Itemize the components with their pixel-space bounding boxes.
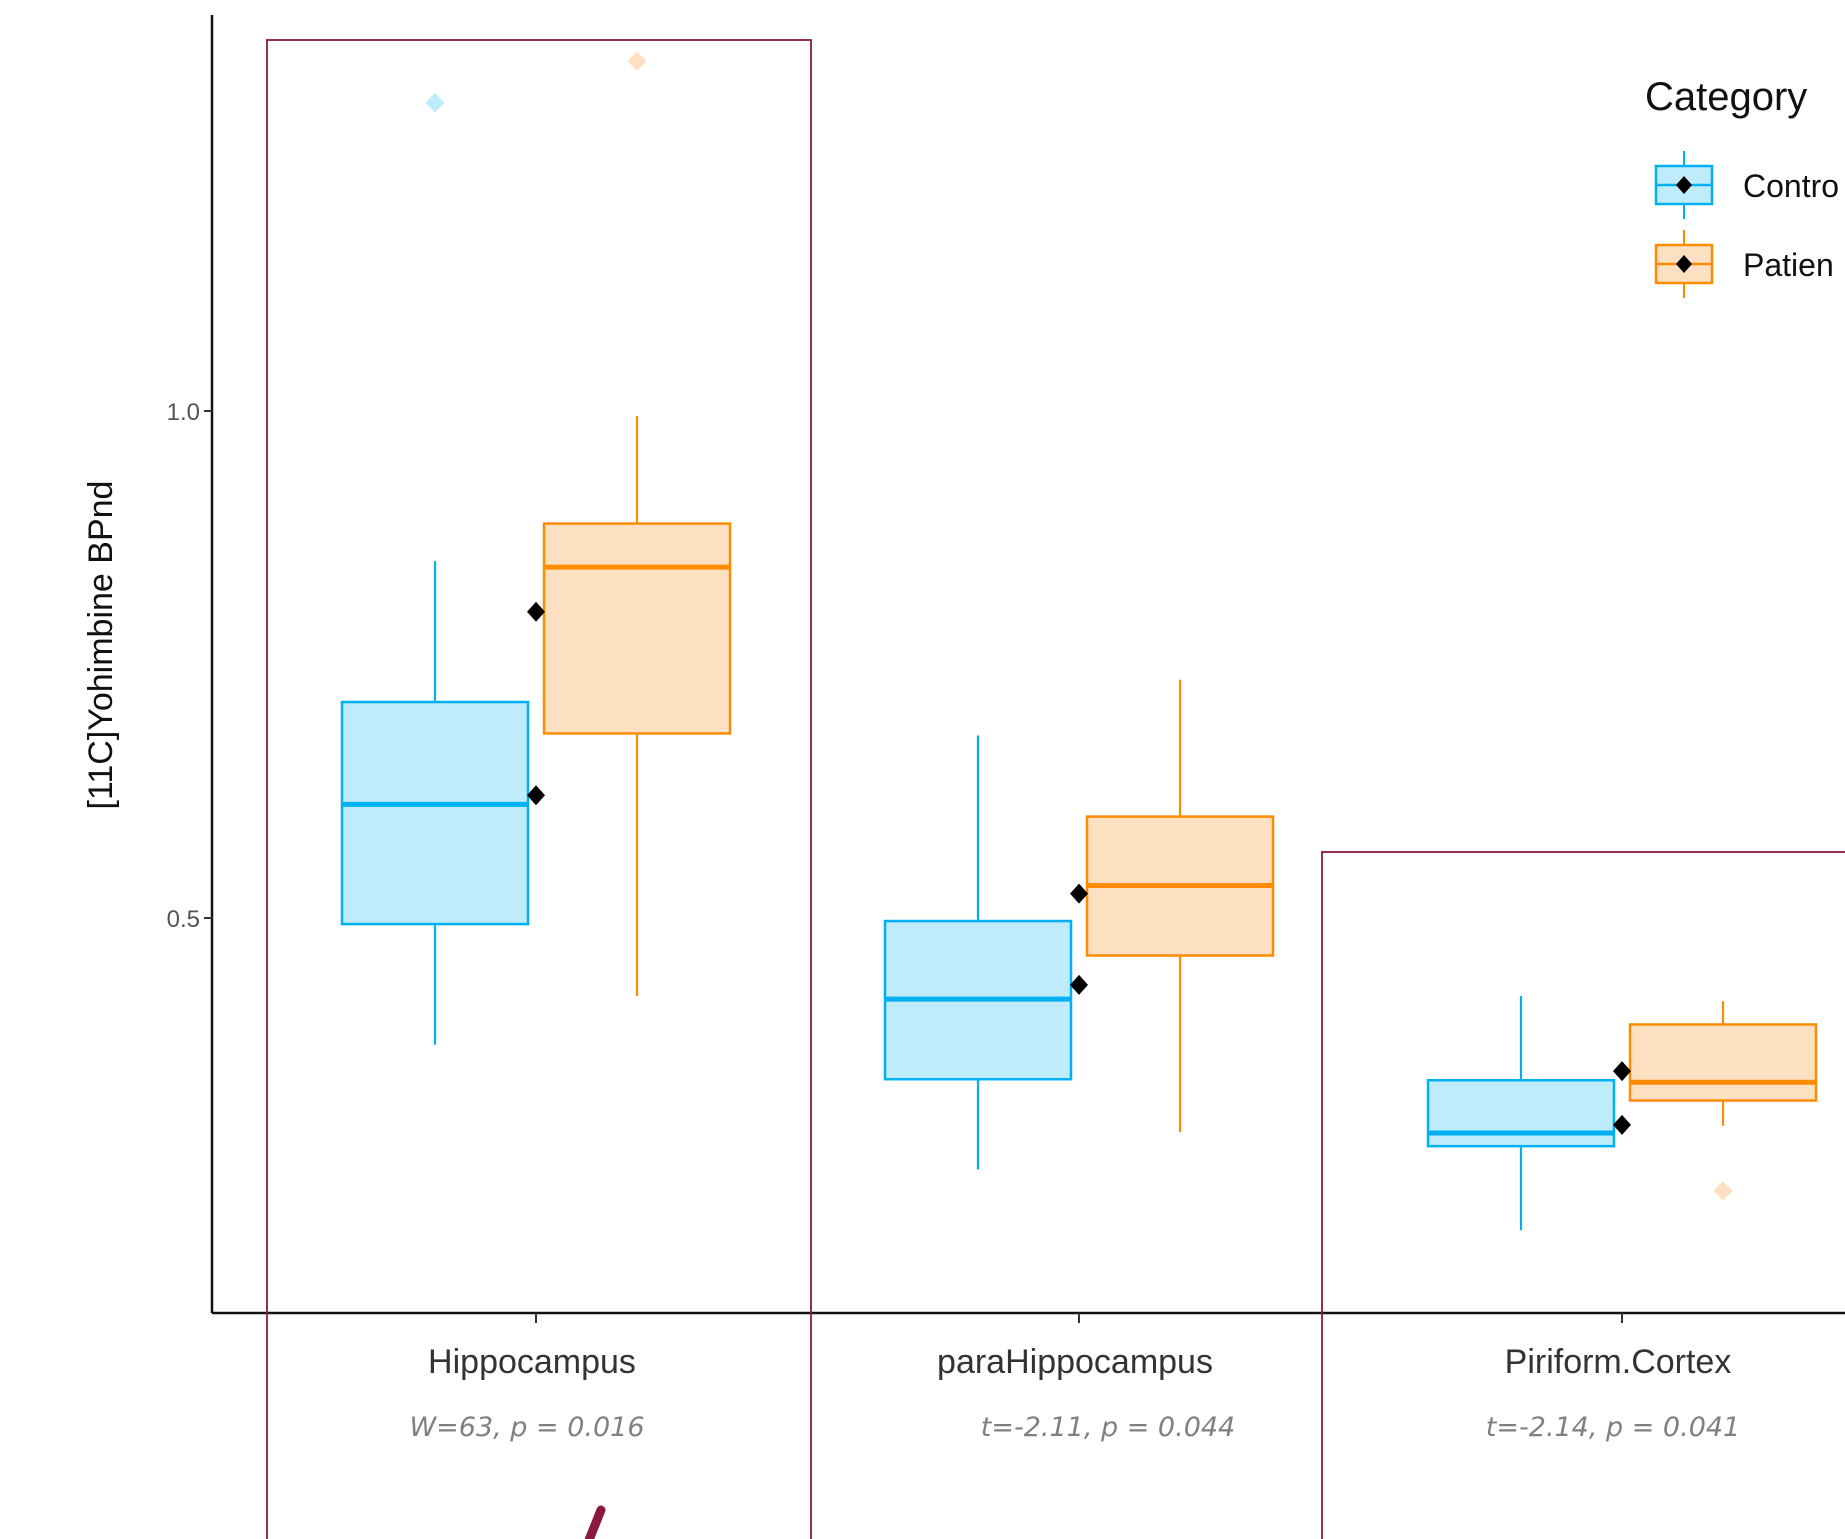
x-tick-label: paraHippocampus (937, 1343, 1213, 1381)
legend-key-control (1654, 151, 1714, 219)
highlight-frames (266, 39, 1845, 1539)
mean-marker (1613, 1114, 1631, 1135)
legend-mean-marker (1676, 176, 1692, 194)
mean-marker (1070, 974, 1088, 995)
x-tick-label: Hippocampus (428, 1343, 636, 1381)
box-control (340, 93, 530, 1045)
outlier-point (627, 51, 647, 71)
stat-annotation: t=-2.14, p = 0.041 (1486, 1412, 1740, 1443)
box-patient (542, 51, 732, 997)
stat-annotation: t=-2.11, p = 0.044 (981, 1412, 1235, 1443)
highlight-frame (266, 39, 812, 1539)
stat-annotation: W=63, p = 0.016 (409, 1412, 644, 1443)
x-tick-label: Piriform.Cortex (1505, 1343, 1732, 1381)
box-control (1426, 996, 1616, 1231)
iqr-box (340, 700, 530, 926)
plot-area (340, 51, 1818, 1231)
legend-mean-marker (1676, 255, 1692, 273)
iqr-box (542, 522, 732, 735)
outlier-point (1713, 1181, 1733, 1201)
mean-marker (527, 601, 545, 622)
legend-key-patient (1654, 230, 1714, 298)
legend: Category Contro Patien (1645, 75, 1839, 298)
x-axis: Hippocampus W=63, p = 0.016 paraHippocampu… (212, 1311, 1845, 1443)
y-tick-label: 0.5 (167, 906, 200, 933)
box-patient (1085, 679, 1275, 1132)
legend-title: Category (1645, 75, 1807, 119)
mean-marker (527, 785, 545, 806)
highlight-mark (584, 1505, 606, 1539)
mean-marker (1613, 1061, 1631, 1082)
y-tick-label: 1.0 (167, 399, 200, 426)
iqr-box (1628, 1023, 1818, 1102)
y-axis: 0.5 1.0 (167, 15, 214, 1313)
box-patient (1628, 1001, 1818, 1201)
mean-marker (1070, 883, 1088, 904)
outlier-point (425, 93, 445, 113)
box-control (883, 735, 1073, 1170)
y-axis-label: [11C]Yohimbine BPnd (82, 481, 120, 810)
legend-label: Patien (1743, 247, 1834, 283)
legend-label: Contro (1743, 168, 1839, 204)
highlight-frame (1321, 851, 1845, 1539)
iqr-box (1426, 1078, 1616, 1148)
